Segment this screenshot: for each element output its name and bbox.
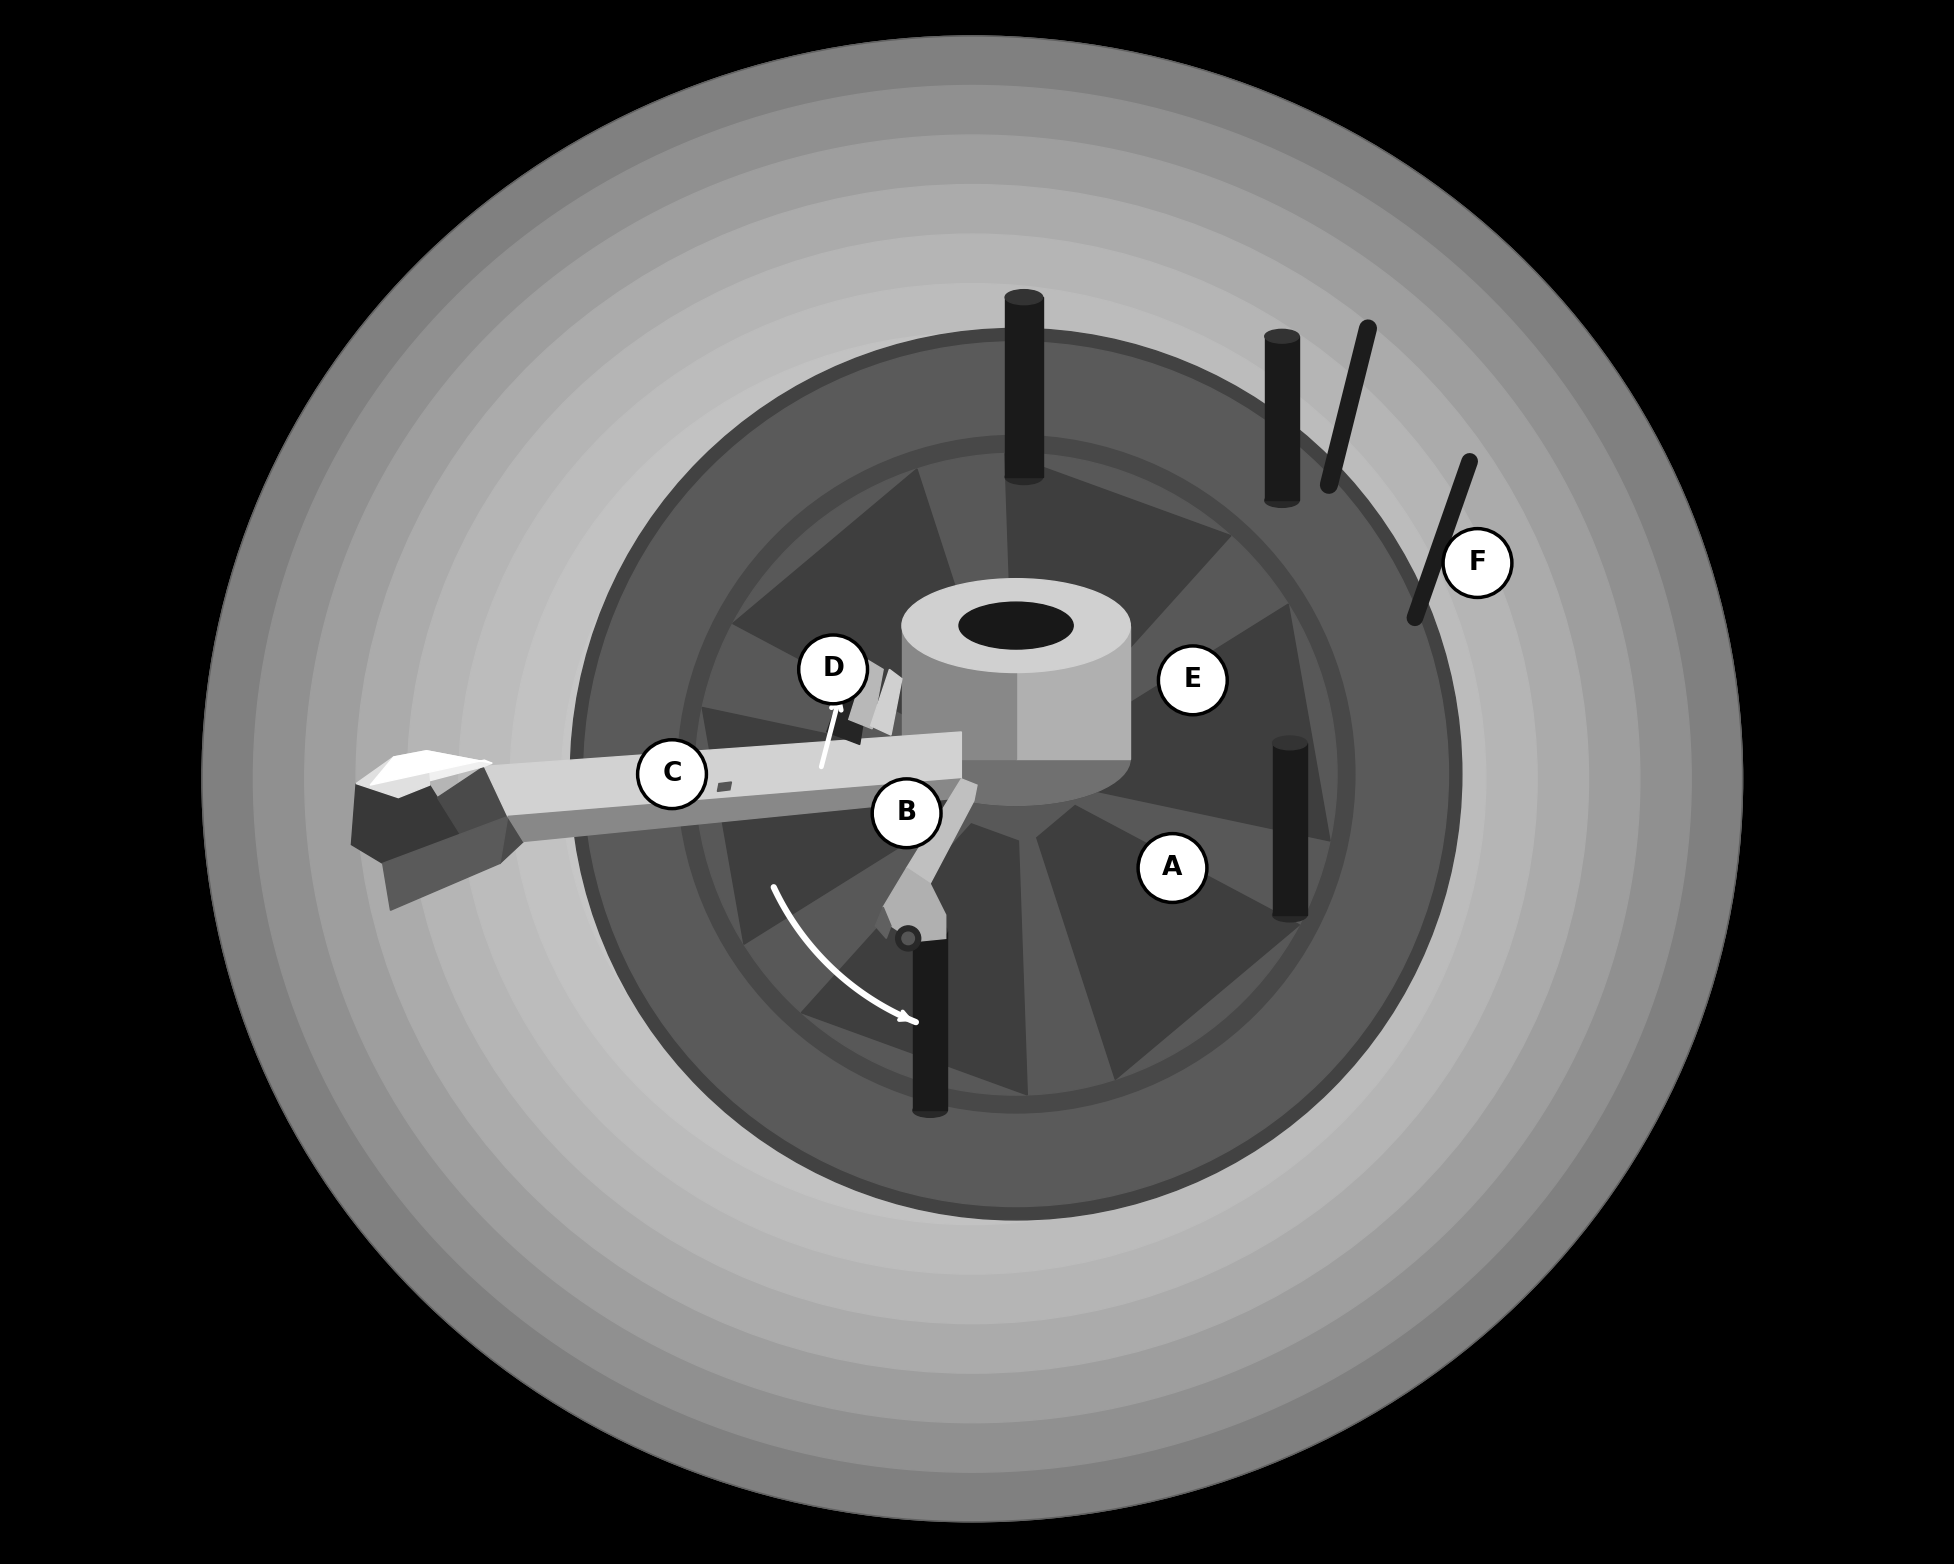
Circle shape [1444,529,1512,597]
Polygon shape [907,779,977,884]
Polygon shape [1004,297,1043,477]
Text: C: C [662,762,682,787]
Polygon shape [383,816,508,910]
Ellipse shape [664,482,1280,1076]
Circle shape [696,454,1337,1095]
Polygon shape [508,779,961,841]
Polygon shape [369,751,492,785]
Circle shape [1159,646,1227,715]
Circle shape [895,926,920,951]
Polygon shape [1073,604,1331,841]
Ellipse shape [903,579,1129,673]
Ellipse shape [870,680,1075,877]
Ellipse shape [715,532,1229,1026]
Ellipse shape [920,729,1024,829]
Polygon shape [701,707,959,945]
Polygon shape [352,784,461,863]
Ellipse shape [1264,330,1299,343]
Ellipse shape [913,1104,948,1117]
Ellipse shape [459,283,1485,1275]
Ellipse shape [1264,494,1299,507]
Polygon shape [424,751,492,782]
Ellipse shape [1272,909,1307,921]
Polygon shape [848,660,883,729]
Polygon shape [871,669,903,735]
Polygon shape [1272,743,1307,915]
Circle shape [1137,834,1208,902]
Text: A: A [1163,856,1182,881]
Polygon shape [438,766,524,863]
Circle shape [584,343,1448,1206]
Polygon shape [356,751,430,798]
Ellipse shape [510,333,1434,1225]
Polygon shape [733,469,995,743]
Ellipse shape [1004,289,1043,305]
Polygon shape [485,732,961,816]
Polygon shape [903,626,1016,759]
Text: F: F [1469,551,1487,576]
Ellipse shape [614,432,1333,1126]
Ellipse shape [305,135,1639,1423]
Circle shape [678,435,1354,1114]
Polygon shape [875,907,891,938]
Ellipse shape [201,36,1743,1522]
Polygon shape [1038,805,1299,1079]
Circle shape [871,779,942,848]
Ellipse shape [254,86,1692,1472]
Ellipse shape [819,630,1126,927]
Ellipse shape [561,383,1383,1175]
Polygon shape [717,782,731,791]
Circle shape [571,328,1462,1220]
Polygon shape [1264,336,1299,500]
Polygon shape [1016,626,1129,759]
Ellipse shape [903,712,1129,805]
Ellipse shape [1004,469,1043,485]
Ellipse shape [766,580,1178,978]
Polygon shape [801,824,1028,1095]
Ellipse shape [913,924,948,937]
Ellipse shape [959,602,1073,649]
Polygon shape [827,669,871,744]
Circle shape [903,932,914,945]
Circle shape [637,740,707,809]
Circle shape [799,635,868,704]
Text: B: B [897,801,916,826]
Text: E: E [1184,668,1202,693]
Polygon shape [883,868,946,942]
Ellipse shape [356,185,1589,1373]
Text: D: D [823,657,844,682]
Ellipse shape [903,712,1129,805]
Ellipse shape [408,235,1538,1323]
Polygon shape [913,931,948,1110]
Polygon shape [1004,454,1231,724]
Ellipse shape [1272,737,1307,749]
Polygon shape [647,782,660,791]
